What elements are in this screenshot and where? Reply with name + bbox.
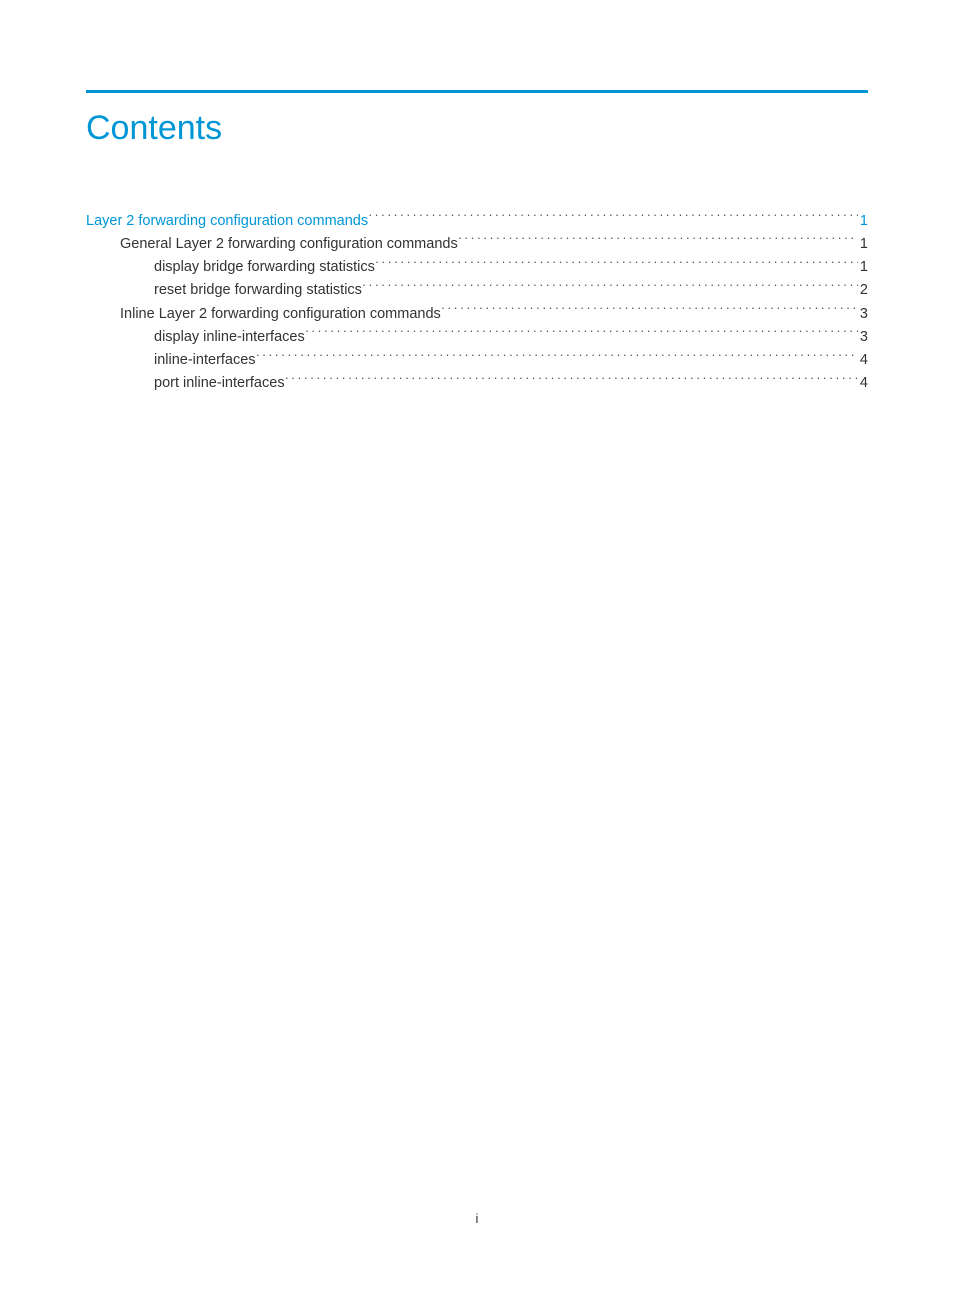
toc-entry[interactable]: General Layer 2 forwarding configuration… [86, 233, 868, 255]
toc-leader [362, 280, 858, 295]
document-page: Contents Layer 2 forwarding configuratio… [0, 0, 954, 395]
toc-entry[interactable]: reset bridge forwarding statistics 2 [86, 280, 868, 302]
toc-entry[interactable]: display bridge forwarding statistics 1 [86, 257, 868, 279]
toc-leader [458, 233, 858, 248]
toc-leader [375, 257, 858, 272]
toc-entry-page: 4 [858, 373, 868, 395]
toc-leader [285, 373, 858, 388]
toc-entry-text: display bridge forwarding statistics [154, 257, 375, 279]
toc-entry[interactable]: Inline Layer 2 forwarding configuration … [86, 303, 868, 325]
toc-entry[interactable]: display inline-interfaces 3 [86, 326, 868, 348]
toc-entry-page: 1 [858, 257, 868, 279]
toc-entry[interactable]: Layer 2 forwarding configuration command… [86, 210, 868, 232]
toc-entry-text: reset bridge forwarding statistics [154, 280, 362, 302]
table-of-contents: Layer 2 forwarding configuration command… [86, 210, 868, 395]
toc-entry-page: 3 [858, 304, 868, 326]
toc-entry-page: 2 [858, 280, 868, 302]
toc-leader [305, 326, 858, 341]
toc-leader [368, 210, 858, 225]
toc-entry-text: display inline-interfaces [154, 327, 305, 349]
page-title: Contents [86, 109, 868, 148]
toc-entry-text: Inline Layer 2 forwarding configuration … [120, 304, 441, 326]
toc-entry-page: 1 [858, 234, 868, 256]
toc-entry-page: 4 [858, 350, 868, 372]
toc-entry-text: General Layer 2 forwarding configuration… [120, 234, 458, 256]
toc-leader [256, 350, 858, 365]
toc-entry-text: inline-interfaces [154, 350, 256, 372]
toc-leader [441, 303, 858, 318]
toc-entry-text: Layer 2 forwarding configuration command… [86, 211, 368, 233]
toc-entry-page: 1 [858, 211, 868, 233]
toc-entry[interactable]: port inline-interfaces 4 [86, 373, 868, 395]
toc-entry[interactable]: inline-interfaces 4 [86, 350, 868, 372]
toc-entry-text: port inline-interfaces [154, 373, 285, 395]
toc-entry-page: 3 [858, 327, 868, 349]
top-rule [86, 90, 868, 93]
page-number: i [0, 1211, 954, 1226]
